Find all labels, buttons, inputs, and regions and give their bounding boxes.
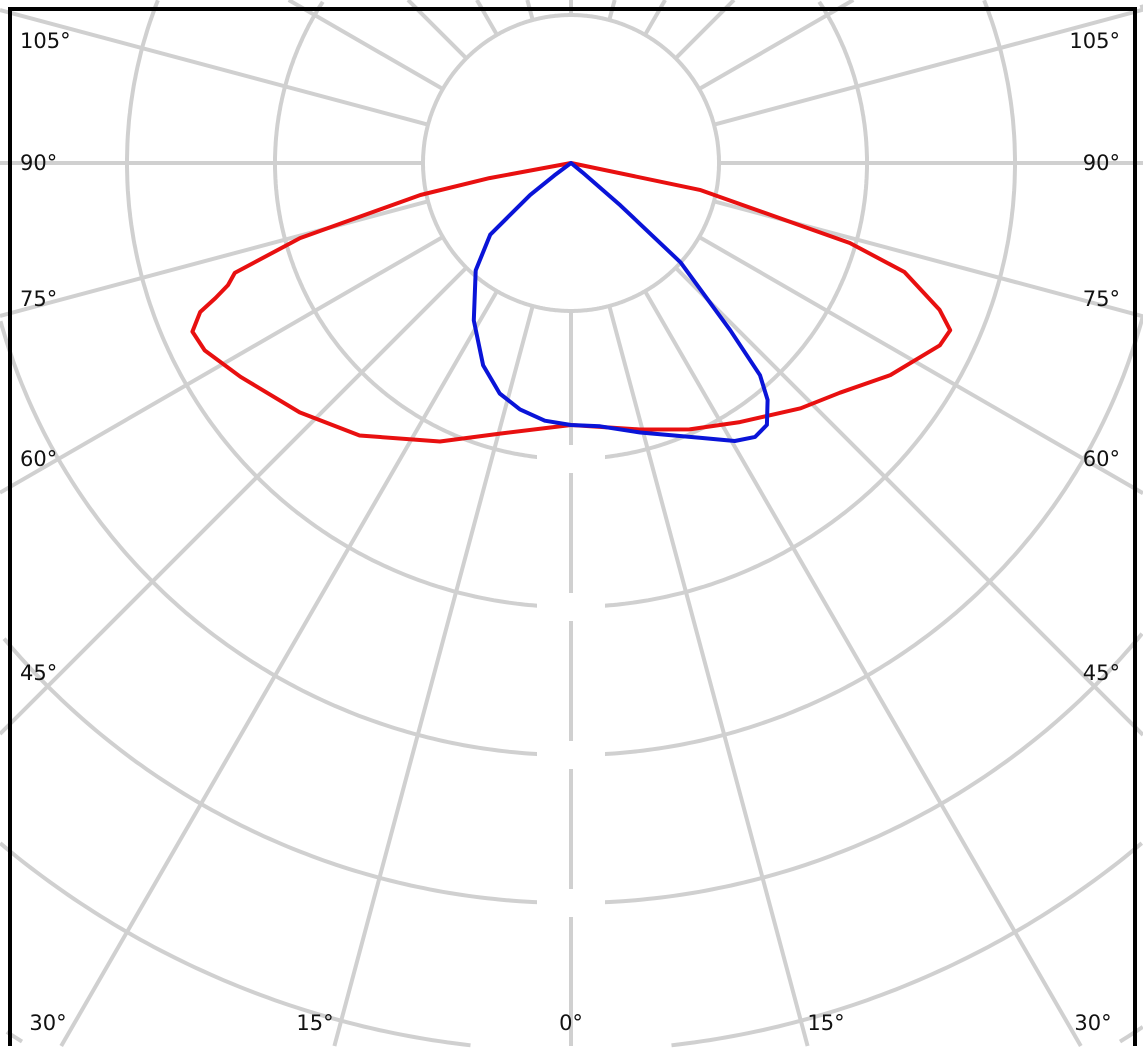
- intensity-curve-2: [471, 161, 770, 443]
- angle-label-bottom-30-left: 30°: [29, 1011, 66, 1035]
- grid-radial-line: [674, 266, 1143, 737]
- grid-radial-line: [475, 0, 499, 36]
- angle-label-right-105: 105°: [1069, 29, 1120, 53]
- grid-radial-line: [643, 0, 667, 36]
- grid-radial-line: [287, 0, 444, 91]
- angle-labels: 105° 90° 75° 60° 45° 105° 90° 75° 60° 45…: [20, 29, 1120, 1035]
- grid-radial-line: [0, 199, 429, 318]
- grid-radial-line: [332, 305, 535, 1047]
- grid-radial-line: [643, 290, 1083, 1048]
- grid-ring: [0, 841, 1143, 1048]
- intensity-curve-1: [190, 161, 953, 444]
- angle-label-bottom-15-left: 15°: [296, 1011, 333, 1035]
- grid-ring: [273, 0, 869, 461]
- angle-label-left-90: 90°: [20, 151, 57, 175]
- grid-radial-line: [0, 8, 429, 127]
- ring-label-box: [537, 741, 605, 769]
- ring-label-box: [537, 889, 605, 917]
- grid-radial-line: [59, 290, 499, 1047]
- angle-label-right-60: 60°: [1083, 447, 1120, 471]
- ring-label-boxes: [537, 445, 605, 917]
- ring-label-box: [537, 445, 605, 473]
- angle-label-left-60: 60°: [20, 447, 57, 471]
- angle-label-bottom-0: 0°: [559, 1011, 583, 1035]
- angle-label-left-45: 45°: [20, 661, 57, 685]
- grid-radial-line: [698, 0, 855, 91]
- angle-label-bottom-30-right: 30°: [1074, 1011, 1111, 1035]
- angle-label-left-105: 105°: [20, 29, 71, 53]
- ring-label-box: [537, 593, 605, 621]
- grid-radial-line: [698, 235, 1143, 495]
- angle-label-left-75: 75°: [20, 287, 57, 311]
- grid-ring: [125, 0, 1017, 609]
- grid-radial-line: [0, 266, 468, 736]
- angle-label-bottom-15-right: 15°: [807, 1011, 844, 1035]
- angle-label-right-45: 45°: [1083, 661, 1120, 685]
- chart-frame: [8, 7, 1137, 1046]
- grid-radial-line: [713, 7, 1143, 127]
- angle-label-right-90: 90°: [1083, 151, 1120, 175]
- grid-ring: [2, 632, 1143, 905]
- grid-radial-line: [607, 305, 810, 1047]
- curves: [190, 161, 953, 444]
- angle-label-right-75: 75°: [1083, 287, 1120, 311]
